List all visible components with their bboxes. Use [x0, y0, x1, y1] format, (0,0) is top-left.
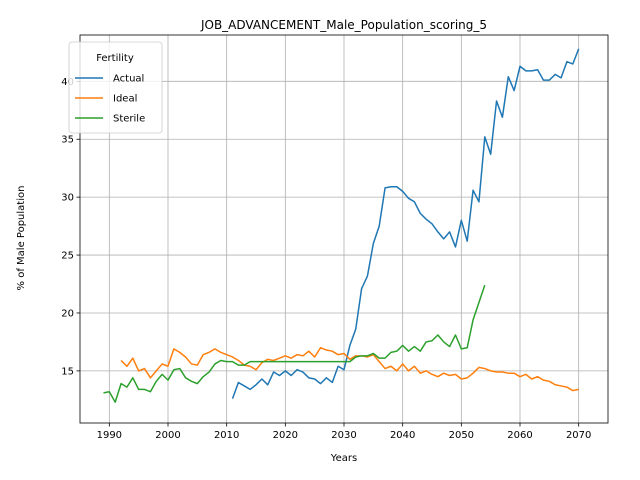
- gridlines: [80, 35, 608, 423]
- series-line-sterile: [103, 284, 486, 403]
- x-tick-label: 2030: [331, 430, 356, 441]
- x-tick-label: 2040: [390, 430, 415, 441]
- chart-title: JOB_ADVANCEMENT_Male_Population_scoring_…: [200, 18, 487, 32]
- y-tick-label: 35: [61, 135, 74, 146]
- y-tick-label: 30: [61, 193, 74, 204]
- x-tick-label: 1990: [97, 430, 122, 441]
- x-tick-label: 2060: [507, 430, 532, 441]
- legend-label-actual: Actual: [113, 74, 144, 85]
- legend-label-sterile: Sterile: [113, 114, 145, 125]
- legend-title: Fertility: [96, 53, 134, 64]
- x-tick-label: 2070: [566, 430, 591, 441]
- y-tick-label: 25: [61, 251, 74, 262]
- x-tick-label: 2020: [273, 430, 298, 441]
- x-tick-label: 2000: [155, 430, 180, 441]
- series-line-actual: [231, 48, 580, 399]
- y-axis-label: % of Male Population: [16, 186, 27, 291]
- x-axis-label: Years: [330, 453, 357, 464]
- legend-box: [68, 41, 163, 134]
- series-layer: [103, 48, 580, 403]
- legend-label-ideal: Ideal: [113, 94, 137, 105]
- x-tick-label: 2050: [449, 430, 474, 441]
- y-tick-label: 40: [61, 77, 74, 88]
- x-axis-ticks: 1990 2000 2010 2020 2030 2040 2050 2060 2070: [97, 423, 591, 441]
- series-line-ideal: [120, 346, 579, 392]
- y-tick-label: 15: [61, 366, 74, 377]
- legend: Fertility Actual Ideal Sterile: [68, 41, 163, 134]
- y-tick-label: 20: [61, 308, 74, 319]
- legend-entries: Actual Ideal Sterile: [75, 74, 145, 125]
- x-tick-label: 2010: [214, 430, 239, 441]
